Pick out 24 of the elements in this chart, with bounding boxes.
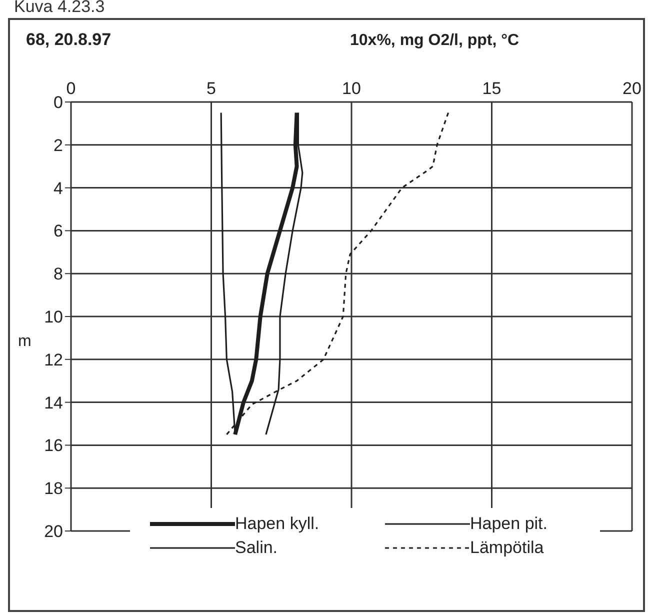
y-tick-label: 20 — [44, 522, 63, 542]
legend-label: Hapen kyll. — [235, 514, 320, 534]
x-tick-label: 20 — [622, 79, 642, 98]
legend-label: Salin. — [235, 538, 278, 558]
x-tick-label: 10 — [342, 79, 361, 98]
x-axis-title: 10x%, mg O2/l, ppt, °C — [350, 32, 520, 50]
y-axis-title: m — [18, 333, 32, 351]
x-tick-label: 5 — [206, 79, 216, 98]
y-tick-label: 12 — [44, 350, 63, 370]
y-tick-label: 14 — [44, 393, 63, 412]
y-tick-label: 6 — [54, 222, 63, 241]
legend-label: Lämpötila — [470, 538, 544, 558]
y-tick-label: 8 — [54, 264, 63, 284]
x-tick-label: 0 — [66, 79, 76, 98]
x-tick-label: 15 — [482, 79, 502, 98]
y-tick-label: 18 — [44, 479, 63, 498]
y-tick-label: 10 — [44, 308, 63, 327]
y-tick-label: 4 — [54, 178, 63, 198]
y-tick-label: 2 — [54, 136, 63, 155]
legend-label: Hapen pit. — [470, 514, 548, 534]
y-tick-label: 0 — [54, 93, 63, 112]
text: Kuva 4.23.3 — [14, 0, 105, 17]
y-tick-label: 16 — [44, 436, 63, 456]
chart-title: 68, 20.8.97 — [26, 30, 112, 50]
